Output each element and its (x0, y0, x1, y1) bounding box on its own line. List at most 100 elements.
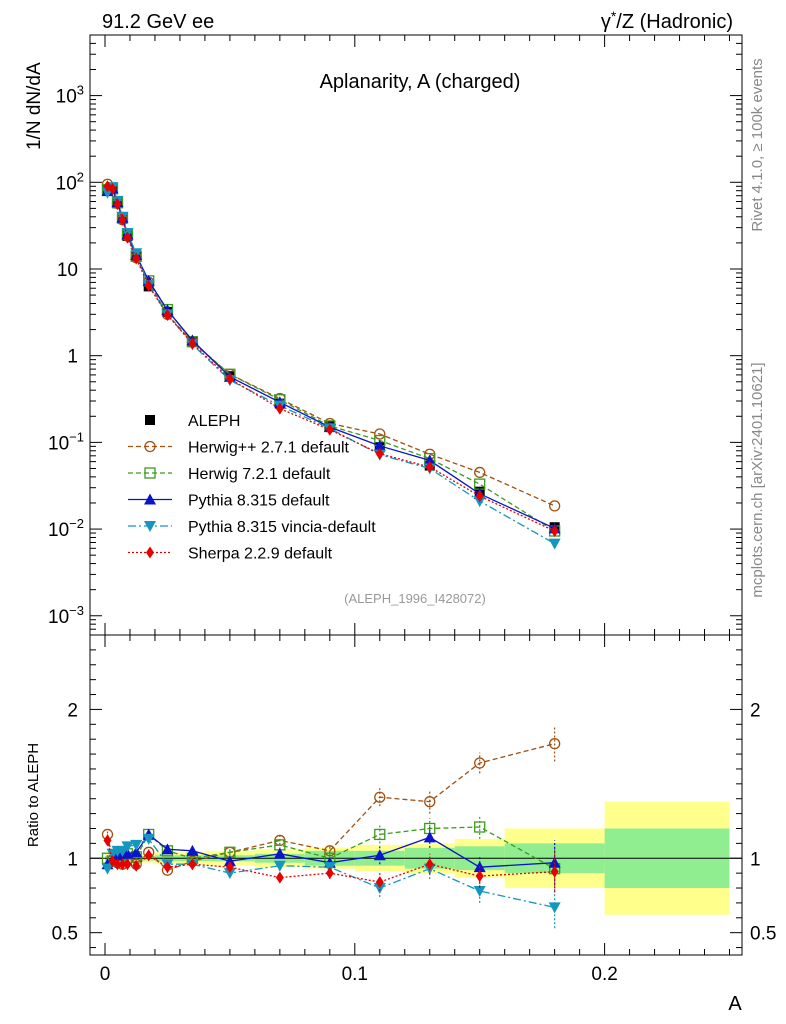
series-line (107, 188, 555, 532)
legend-label: Pythia 8.315 default (188, 493, 330, 510)
data-point (423, 454, 436, 466)
x-tick-label: 0.1 (342, 964, 368, 985)
ratio-point (373, 849, 386, 861)
ratio-plot-area (90, 725, 742, 929)
data-point (425, 460, 434, 473)
mcplots-label: mcplots.cern.ch [arXiv:2401.10621] (749, 362, 766, 597)
data-point (475, 490, 484, 503)
legend-label: Herwig 7.2.1 default (188, 466, 331, 483)
main-title: Aplanarity, A (charged) (320, 71, 521, 93)
ratio-point (273, 847, 286, 859)
data-point (123, 231, 132, 244)
data-point (163, 308, 172, 321)
data-point (132, 252, 141, 265)
ratio-point (375, 876, 384, 889)
data-point (474, 466, 486, 479)
data-point (118, 213, 127, 226)
data-point (373, 439, 386, 451)
ratio-panel: Ratio to ALEPH A 2 2 1 1 0.5 0.5 0 0.1 0.2 (25, 634, 776, 1015)
ratio-xlabel: A (728, 993, 742, 1015)
main-panel: Aplanarity, A (charged) 1/N dN/dA (ALEPH… (24, 34, 743, 636)
data-point (108, 182, 117, 195)
x-tick-label: 0.2 (591, 964, 617, 985)
ratio-ticks: 2 2 1 1 0.5 0.5 0 0.1 0.2 (52, 635, 776, 985)
header-process: γ*/Z (Hadronic) (601, 8, 733, 33)
ratio-line (107, 826, 555, 870)
y-tick-label: 103 (56, 83, 84, 108)
data-point (548, 500, 561, 512)
ratio-point (423, 831, 436, 843)
ratio-frame (89, 634, 743, 956)
x-tick-label: 0 (100, 964, 111, 985)
ratio-point (548, 738, 561, 750)
legend-marker (144, 467, 156, 479)
ratio-point (118, 858, 127, 871)
ratio-point (121, 847, 134, 859)
series-line (107, 185, 555, 545)
series-line (107, 183, 555, 507)
ratio-line (106, 838, 555, 909)
ratio-y-label-left: 0.5 (52, 924, 78, 945)
ratio-y-label-right: 0.5 (750, 924, 776, 945)
data-point (113, 198, 122, 211)
ratio-point (273, 860, 286, 872)
legend-label: ALEPH (188, 413, 240, 430)
y-tick-label: 10−3 (48, 603, 84, 628)
ratio-point (103, 834, 112, 847)
ratio-y-label-left: 1 (67, 849, 78, 870)
ratio-point (161, 843, 174, 855)
ratio-point (130, 839, 143, 851)
data-point (548, 538, 561, 550)
legend-label: Herwig++ 2.7.1 default (188, 440, 350, 457)
ratio-point (130, 846, 143, 858)
ratio-point (475, 870, 484, 883)
data-point (375, 447, 384, 460)
legend-label: Sherpa 2.2.9 default (188, 546, 333, 563)
ratio-point (550, 865, 559, 878)
ratio-ylabel: Ratio to ALEPH (25, 743, 42, 847)
ratio-point (101, 863, 114, 875)
ratio-point (142, 833, 155, 845)
ratio-point (374, 791, 386, 803)
ratio-point (373, 883, 386, 895)
ratio-point (325, 867, 334, 880)
data-point (275, 402, 284, 415)
ratio-point (474, 821, 486, 833)
analysis-id: (ALEPH_1996_I428072) (344, 591, 486, 606)
ratio-point (424, 796, 436, 808)
main-plot-area (101, 178, 561, 550)
ratio-point (121, 841, 134, 853)
legend-marker (144, 521, 156, 532)
legend-marker (146, 546, 154, 559)
ratio-point (225, 861, 234, 874)
ratio-point (123, 858, 132, 871)
y-tick-label: 10−2 (48, 516, 84, 541)
header-energy: 91.2 GeV ee (102, 11, 214, 33)
rivet-label: Rivet 4.1.0, ≥ 100k events (749, 58, 766, 231)
ratio-point (186, 844, 199, 856)
legend-label: Pythia 8.315 vincia-default (188, 519, 376, 536)
ratio-y-label-right: 1 (750, 849, 761, 870)
ratio-y-label-left: 2 (67, 700, 78, 721)
series-line (107, 185, 555, 532)
ratio-point (223, 855, 236, 867)
ratio-point (113, 858, 122, 871)
data-point (144, 279, 153, 292)
series-line (107, 187, 555, 529)
data-point (325, 423, 334, 436)
ratio-point (548, 902, 561, 914)
data-point (550, 525, 559, 538)
data-point (225, 372, 234, 385)
main-ylabel: 1/N dN/dA (24, 62, 45, 150)
ratio-point (425, 858, 434, 871)
ratio-point (275, 871, 284, 884)
y-tick-label: 102 (56, 169, 84, 194)
ratio-point (548, 856, 561, 868)
ratio-point (132, 859, 141, 872)
data-point (374, 428, 386, 440)
legend-marker (144, 493, 156, 505)
y-tick-label: 1 (67, 347, 78, 368)
y-tick-label: 10 (57, 260, 78, 281)
